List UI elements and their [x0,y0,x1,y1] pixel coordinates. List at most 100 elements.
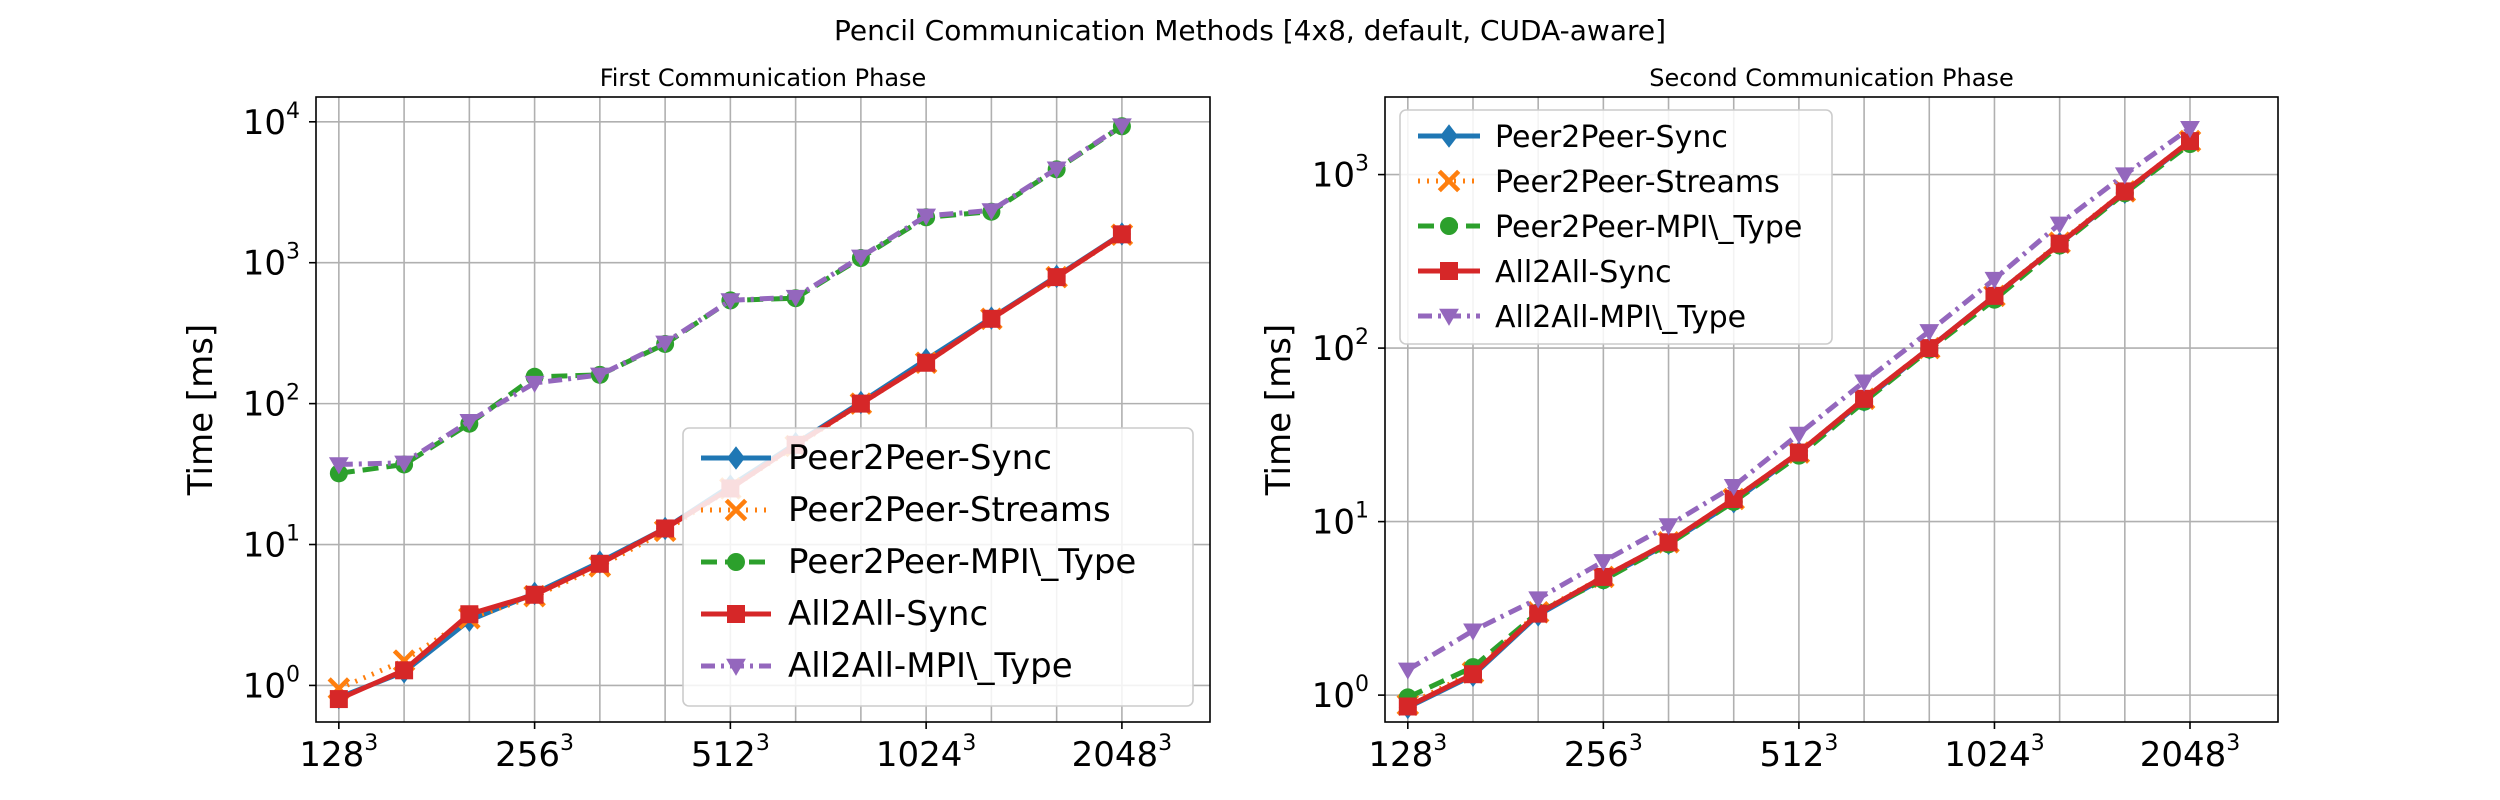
plot-frame [315,96,1211,723]
data-point [1789,426,1809,444]
legend-entry: Peer2Peer-MPI\_Type [701,542,1136,582]
data-point [1528,591,1549,609]
data-point [589,367,610,385]
y-tick-label: 104 [243,99,300,143]
legend-marker [1440,124,1458,148]
data-point [850,249,871,267]
legend-entry: Peer2Peer-Sync [1418,120,1728,155]
x-tick-label: 2563 [1564,731,1643,775]
data-point [981,203,1002,221]
data-point [916,208,937,226]
data-point [656,519,675,538]
y-axis-label: Time [ms] [1259,324,1299,496]
legend: Peer2Peer-Sync Peer2Peer-Streams Peer2Peer… [682,427,1194,707]
legend-entry: Peer2Peer-Streams [1418,165,1780,200]
data-point [1855,389,1874,408]
data-point [2180,121,2200,139]
data-point [395,661,414,680]
data-point [1984,271,2005,289]
legend-marker [726,658,746,676]
data-point [1920,339,1939,358]
legend-entry: All2All-MPI\_Type [1418,300,1746,335]
legend-label: Peer2Peer-MPI\_Type [1495,210,1802,245]
data-point [524,375,545,393]
legend-label: All2All-MPI\_Type [1495,300,1746,335]
x-tick-label: 5123 [691,731,770,775]
data-point [1463,665,1482,684]
data-point [2050,234,2069,253]
legend-box [682,427,1194,707]
y-tick-label: 100 [243,662,300,706]
legend-label: Peer2Peer-Sync [1495,120,1728,155]
data-point [2115,182,2134,201]
data-point [2114,167,2135,185]
data-point [460,605,479,624]
x-tick-label: 20483 [2140,731,2241,775]
x-tick-label: 5123 [1759,731,1838,775]
legend-label: All2All-MPI\_Type [788,646,1073,686]
y-tick-label: 103 [1312,152,1369,196]
legend-label: Peer2Peer-MPI\_Type [788,542,1136,582]
data-point [1398,697,1417,716]
legend-entry: All2All-Sync [701,594,988,634]
data-point [1919,324,1940,342]
legend: Peer2Peer-Sync Peer2Peer-Streams Peer2Peer… [1399,109,1833,345]
legend-marker [1440,262,1458,280]
data-point [525,585,544,604]
y-tick-label: 101 [1312,499,1369,543]
data-point [1112,118,1132,136]
legend-marker [1439,308,1459,326]
data-point [329,690,348,709]
panel-title: First Communication Phase [600,64,927,92]
data-point [394,455,414,473]
y-axis-label: Time [ms] [181,324,221,496]
data-point [2181,132,2200,151]
data-point [1658,518,1679,536]
series-all2all-sync [1398,132,2200,716]
legend-label: Peer2Peer-Streams [1495,165,1780,200]
x-tick-label: 1283 [299,731,378,775]
data-point [982,309,1001,328]
legend-label: All2All-Sync [1495,255,1672,290]
data-point [785,289,806,308]
data-point [1046,161,1067,179]
legend-entry: Peer2Peer-Streams [701,490,1111,530]
data-point [720,293,741,311]
legend-marker [724,498,748,522]
legend-marker [727,553,745,571]
data-point [1594,567,1613,586]
legend-label: Peer2Peer-Sync [788,438,1052,478]
legend-entry: Peer2Peer-Sync [701,438,1052,478]
data-point [1985,286,2004,305]
data-point [1529,604,1548,623]
x-tick-label: 2563 [495,731,574,775]
legend-entry: All2All-Sync [1418,255,1672,290]
figure-title: Pencil Communication Methods [4x8, defau… [834,14,1666,47]
data-point [1397,662,1418,680]
plot-frame [1384,96,2279,723]
panel-first-phase: First Communication Phase 1283 2563 5123 102… [181,64,1211,775]
legend-marker [1437,169,1461,193]
y-tick-label: 100 [1312,672,1369,716]
y-tick-label: 102 [243,381,300,425]
legend-marker [1440,217,1458,235]
data-point [1854,374,1874,392]
data-point [590,554,609,573]
y-tick-label: 103 [243,240,300,284]
data-point [1047,268,1066,287]
data-point [459,414,480,432]
x-tick-label: 1283 [1368,731,1447,775]
data-point [1789,443,1808,462]
legend-label: All2All-Sync [788,594,988,634]
x-tick-label: 10243 [876,731,977,775]
data-point [1723,478,1744,497]
x-tick-label: 20483 [1072,731,1173,775]
x-tick-label: 10243 [1944,731,2045,775]
y-tick-label: 101 [243,522,300,566]
legend-entry: Peer2Peer-MPI\_Type [1418,210,1802,245]
data-point [851,394,870,413]
panel-second-phase: Second Communication Phase 1283 2563 5123 10… [1259,64,2279,775]
legend-label: Peer2Peer-Streams [788,490,1111,530]
legend-marker [727,446,745,470]
series-all2all-mpi-type [328,118,1132,475]
